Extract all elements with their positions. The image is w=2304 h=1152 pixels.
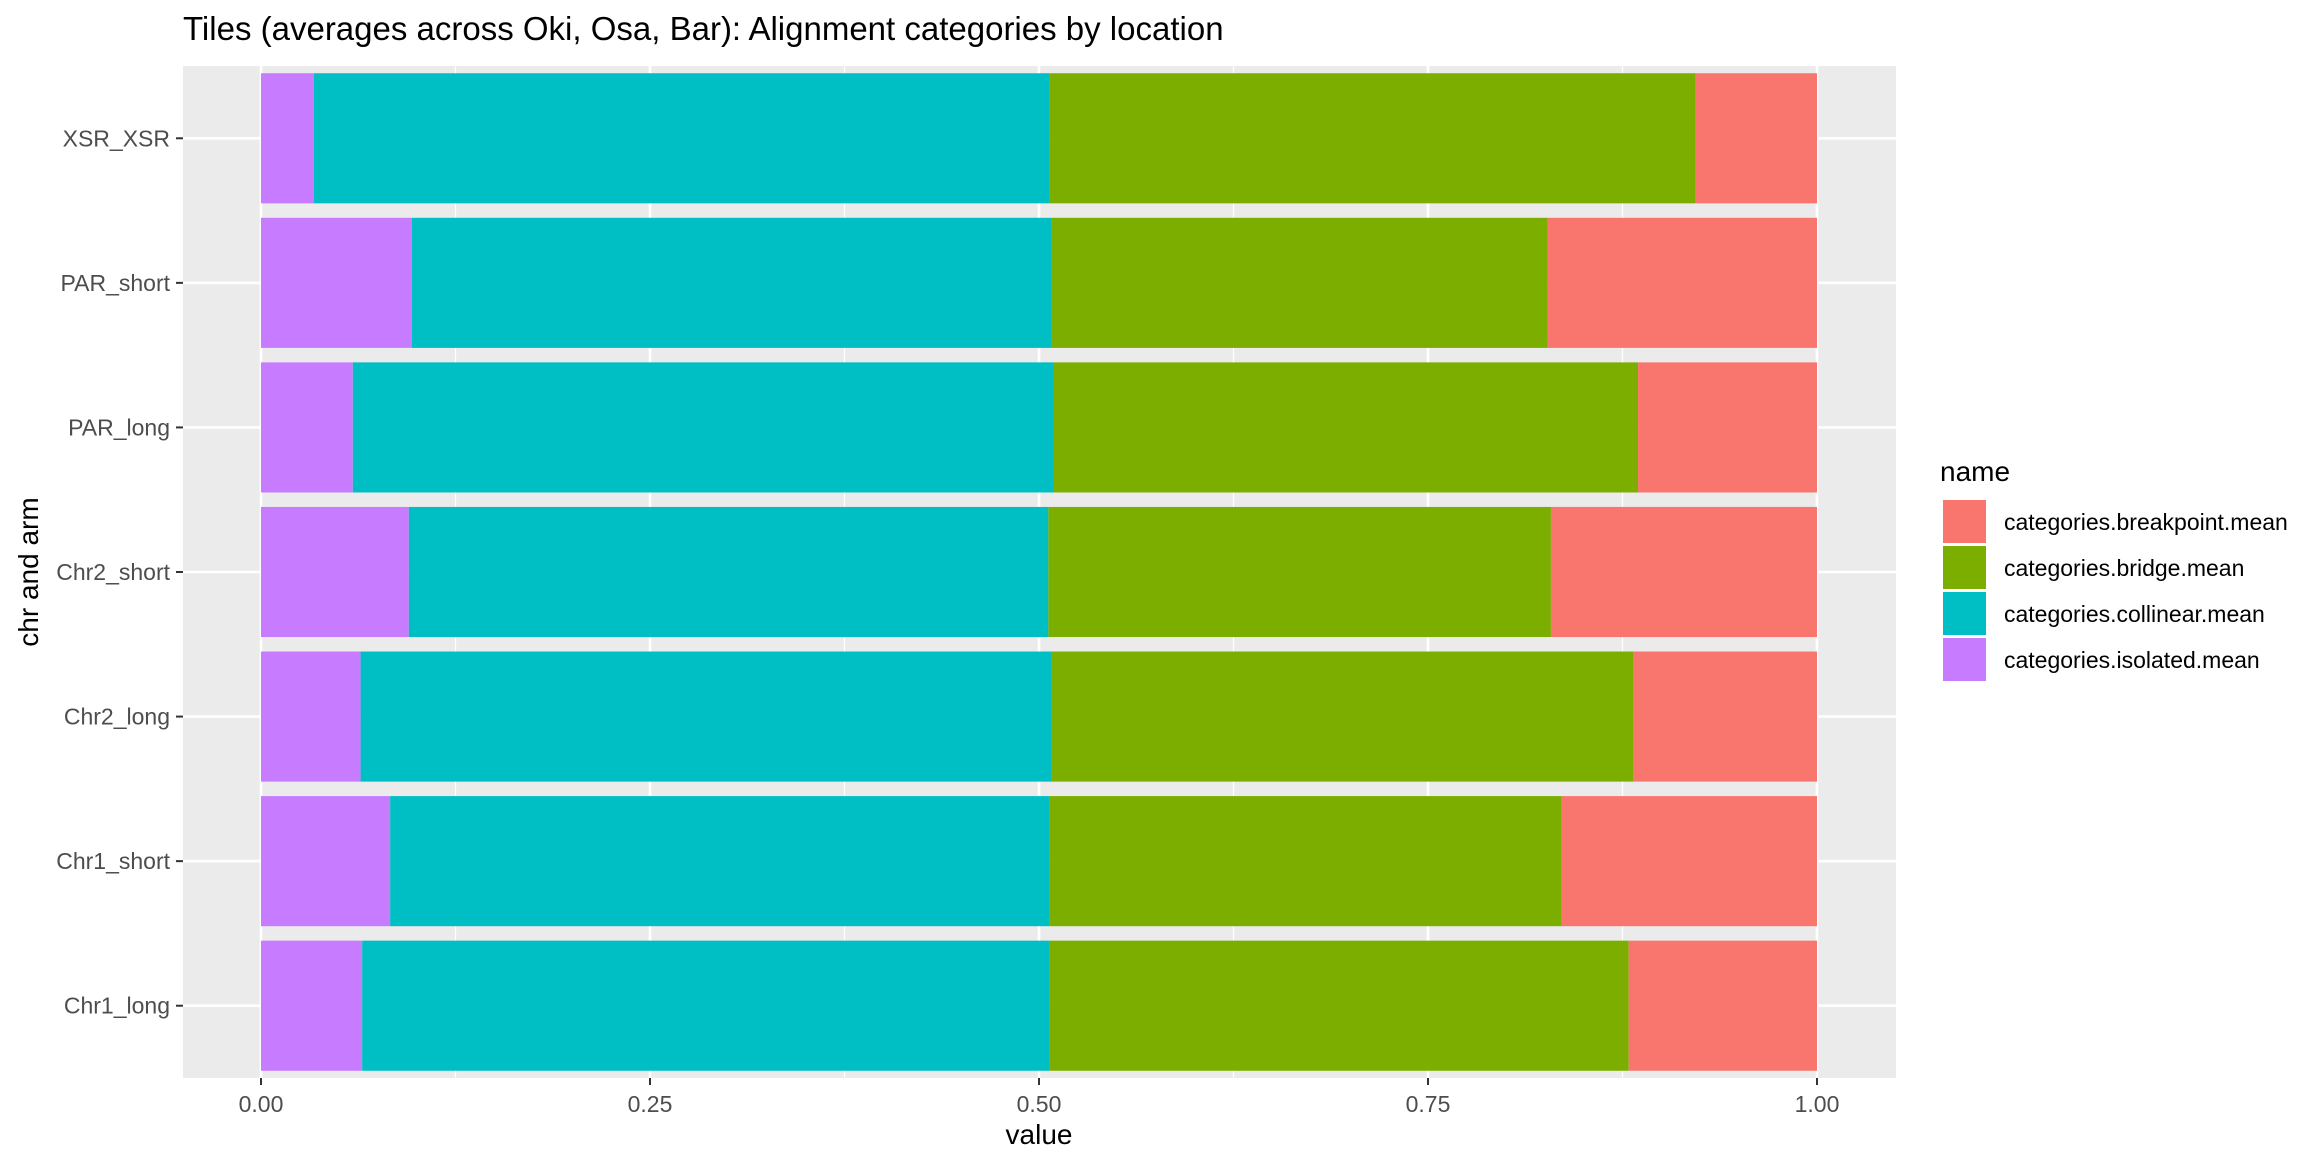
y-tick-label: Chr1_short	[56, 848, 170, 874]
bar-segment	[261, 940, 363, 1071]
x-tick-label: 0.25	[628, 1091, 673, 1117]
bar-segment	[1547, 217, 1817, 348]
x-tick-label: 0.00	[239, 1091, 284, 1117]
bar-segment	[352, 362, 1054, 493]
bar-segment	[1051, 217, 1548, 348]
legend-label: categories.bridge.mean	[2004, 555, 2244, 581]
bar-segment	[313, 73, 1050, 204]
legend-title: name	[1940, 456, 2010, 487]
bar-segment	[1633, 651, 1817, 782]
bar-segment	[261, 651, 361, 782]
bar-segment	[261, 217, 412, 348]
bar-segment	[360, 651, 1052, 782]
x-axis: 0.00 0.25 0.50 0.75 1.00	[239, 1078, 1840, 1117]
x-axis-title: value	[1006, 1119, 1073, 1150]
bar-segment	[1053, 362, 1639, 493]
bar-segment	[1051, 651, 1634, 782]
legend: name categories.breakpoint.mean categorie…	[1940, 456, 2288, 681]
bar-segment	[1561, 796, 1817, 927]
bar-segment	[261, 506, 409, 638]
x-tick-label: 1.00	[1795, 1091, 1840, 1117]
bar-segment	[261, 796, 391, 927]
y-tick-label: Chr2_short	[56, 559, 170, 585]
bar-segment	[1049, 73, 1696, 204]
legend-key	[1943, 500, 1986, 543]
legend-key	[1943, 546, 1986, 589]
bar-segment	[362, 940, 1050, 1071]
x-tick-label: 0.50	[1017, 1091, 1062, 1117]
bar-segment	[1049, 940, 1629, 1071]
bar-segment	[1628, 940, 1817, 1071]
y-tick-label: PAR_long	[68, 414, 170, 440]
y-tick-label: PAR_short	[60, 270, 170, 296]
y-tick-label: Chr2_long	[64, 704, 170, 730]
y-axis: Chr1_long Chr1_short Chr2_long Chr2_short PA…	[56, 125, 183, 1019]
bar-segment	[1638, 362, 1817, 493]
bar-segment	[261, 73, 314, 204]
y-tick-label: XSR_XSR	[63, 125, 170, 151]
legend-key	[1943, 638, 1986, 681]
bar-segment	[408, 506, 1049, 638]
chart-title: Tiles (averages across Oki, Osa, Bar): A…	[183, 10, 1224, 47]
bar-segment	[1049, 796, 1562, 927]
bar-segment	[1695, 73, 1817, 204]
legend-label: categories.collinear.mean	[2004, 601, 2265, 627]
y-tick-label: Chr1_long	[64, 993, 170, 1019]
legend-key	[1943, 592, 1986, 635]
legend-label: categories.breakpoint.mean	[2004, 509, 2288, 535]
bars	[261, 73, 1817, 1071]
bar-segment	[390, 796, 1050, 927]
bar-segment	[1550, 506, 1817, 638]
legend-label: categories.isolated.mean	[2004, 647, 2260, 673]
y-axis-title: chr and arm	[13, 497, 44, 646]
bar-segment	[1048, 506, 1551, 638]
bar-segment	[261, 362, 353, 493]
bar-segment	[411, 217, 1052, 348]
x-tick-label: 0.75	[1406, 1091, 1451, 1117]
